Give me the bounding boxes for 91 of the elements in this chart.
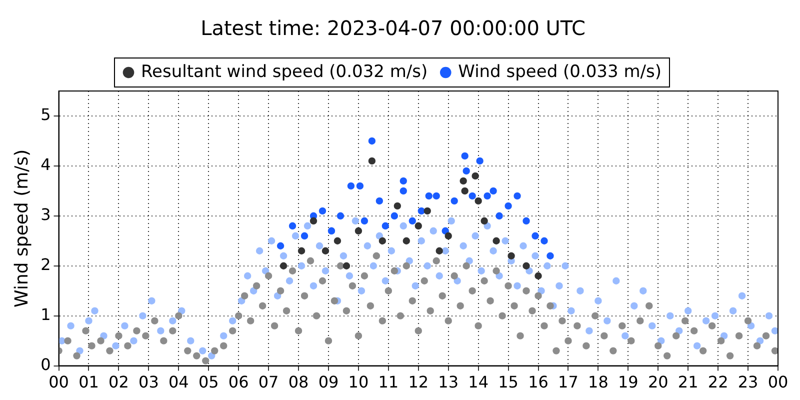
point xyxy=(460,177,467,185)
x-tick-label: 00 xyxy=(768,372,788,392)
point xyxy=(540,237,548,244)
x-tick-label: 04 xyxy=(168,372,189,392)
point xyxy=(476,157,484,165)
point xyxy=(382,222,390,230)
point xyxy=(378,237,386,244)
point xyxy=(394,202,402,210)
point xyxy=(462,167,470,175)
x-tick-label: 09 xyxy=(318,372,339,392)
point xyxy=(450,197,458,205)
point xyxy=(408,217,416,225)
point xyxy=(514,192,521,200)
point xyxy=(522,217,530,225)
point xyxy=(310,217,318,225)
point xyxy=(474,197,482,205)
x-tick-label: 12 xyxy=(408,372,429,392)
point xyxy=(280,262,288,270)
y-axis-title: Wind speed (m/s) xyxy=(11,149,32,308)
y-tick-label: 5 xyxy=(40,105,51,124)
x-tick-label: 11 xyxy=(378,372,399,392)
point xyxy=(484,192,491,200)
x-tick-label: 15 xyxy=(498,372,518,392)
legend-label: Wind speed (0.033 m/s) xyxy=(458,62,662,82)
point xyxy=(480,217,488,225)
point xyxy=(334,237,342,244)
x-tick-label: 23 xyxy=(738,372,758,392)
point xyxy=(546,252,554,260)
x-tick-label: 07 xyxy=(258,372,279,392)
point xyxy=(534,272,542,280)
point xyxy=(508,252,515,260)
point xyxy=(504,202,512,210)
x-tick-label: 00 xyxy=(48,372,69,392)
x-tick-label: 01 xyxy=(78,372,99,392)
y-tick-label: 3 xyxy=(40,205,51,224)
point xyxy=(368,157,376,165)
point xyxy=(318,207,326,215)
x-tick-label: 16 xyxy=(528,372,548,392)
point xyxy=(360,217,368,225)
x-tick-label: 20 xyxy=(648,372,668,392)
x-tick-label: 19 xyxy=(618,372,638,392)
point xyxy=(522,262,530,270)
point xyxy=(532,232,539,240)
x-tick-label: 03 xyxy=(138,372,159,392)
point xyxy=(300,232,308,240)
point xyxy=(276,242,284,250)
y-tick-label: 1 xyxy=(40,304,51,324)
y-tick-label: 0 xyxy=(40,354,51,374)
point xyxy=(432,192,440,200)
point xyxy=(356,182,364,190)
x-tick-label: 05 xyxy=(198,372,219,392)
x-tick-label: 21 xyxy=(678,372,698,392)
point xyxy=(418,207,425,215)
x-tick-label: 02 xyxy=(108,372,129,392)
point xyxy=(472,172,479,180)
point xyxy=(461,187,468,195)
x-tick-label: 18 xyxy=(588,372,608,392)
point xyxy=(400,177,408,185)
point xyxy=(390,212,398,220)
point xyxy=(444,232,452,240)
point xyxy=(461,152,468,160)
point xyxy=(368,137,376,145)
chart-title: Latest time: 2023-04-07 00:00:00 UTC xyxy=(200,16,586,40)
x-tick-label: 13 xyxy=(438,372,459,392)
point xyxy=(347,182,355,190)
x-tick-label: 08 xyxy=(288,372,309,392)
point xyxy=(492,237,500,244)
x-tick-label: 14 xyxy=(468,372,489,392)
legend-label: Resultant wind speed (0.032 m/s) xyxy=(141,62,428,82)
point xyxy=(425,192,432,200)
point xyxy=(336,212,344,220)
y-tick-label: 2 xyxy=(40,255,51,274)
y-tick-label: 4 xyxy=(40,155,51,174)
x-tick-label: 06 xyxy=(228,372,249,392)
point xyxy=(400,187,408,195)
x-tick-label: 10 xyxy=(348,372,369,392)
point xyxy=(354,227,362,234)
point xyxy=(322,247,330,254)
point xyxy=(496,212,503,220)
point xyxy=(424,207,431,215)
point xyxy=(342,262,350,270)
point xyxy=(414,222,422,230)
point xyxy=(468,192,476,200)
point xyxy=(288,222,296,230)
point xyxy=(402,237,410,244)
point xyxy=(376,197,384,205)
point xyxy=(298,247,306,254)
point xyxy=(490,187,497,195)
x-tick-label: 17 xyxy=(558,372,578,392)
point xyxy=(436,247,443,254)
x-tick-label: 22 xyxy=(708,372,728,392)
